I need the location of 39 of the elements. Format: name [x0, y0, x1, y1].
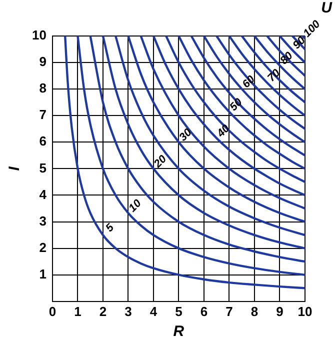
y-tick-label: 7 [39, 107, 46, 122]
y-tick-label: 5 [39, 160, 46, 176]
line-series [240, 36, 305, 104]
y-tick-label: 2 [39, 240, 46, 255]
line-series [228, 36, 305, 117]
x-tick-label: 1 [74, 304, 82, 319]
x-tick-label: 10 [298, 304, 312, 319]
y-tick-label: 8 [39, 80, 46, 96]
line-series [253, 36, 305, 90]
line-series [202, 36, 305, 144]
x-tick-label: 0 [48, 304, 56, 319]
x-tick-label: 5 [175, 304, 182, 319]
text: 20 [151, 152, 170, 172]
y-tick-label: 4 [39, 186, 48, 202]
y-tick-label: 10 [32, 28, 46, 43]
y-axis-title: I [6, 166, 24, 171]
y-tick-label: 9 [39, 54, 46, 70]
x-tick-label: 9 [276, 304, 284, 319]
text: U [321, 0, 334, 17]
x-tick-label: 8 [250, 304, 258, 319]
text: 70 [266, 66, 284, 84]
x-tick-label: 6 [200, 304, 208, 319]
line-series [178, 36, 305, 170]
x-tick-label: 2 [99, 304, 107, 319]
text: 50 [228, 96, 246, 114]
x-tick-label: 4 [150, 304, 158, 319]
line-series [165, 36, 305, 184]
text: 40 [214, 122, 233, 140]
x-tick-label: 7 [226, 304, 233, 319]
text: 30 [177, 126, 195, 144]
y-tick-label: 3 [39, 213, 46, 228]
text: 10 [126, 196, 144, 215]
text: 60 [240, 72, 258, 91]
x-axis-title: R [173, 323, 184, 340]
y-tick-label: 1 [39, 266, 46, 282]
x-tick-label: 3 [124, 304, 132, 319]
text: 5 [104, 221, 118, 234]
y-tick-label: 6 [39, 134, 46, 149]
line-series [190, 36, 305, 157]
